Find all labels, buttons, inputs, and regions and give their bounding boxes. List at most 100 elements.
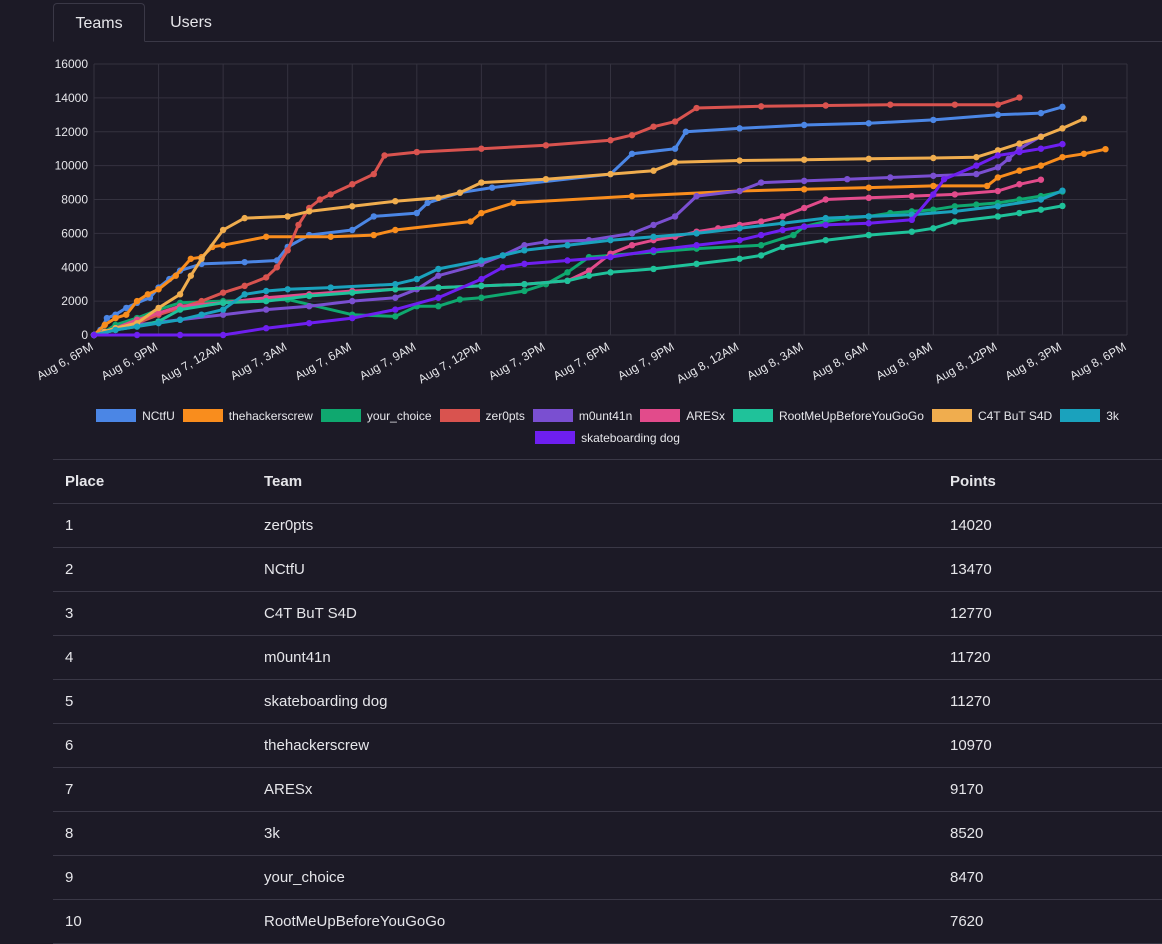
team-cell[interactable]: C4T BuT S4D — [252, 591, 938, 636]
legend-item[interactable]: NCtfU — [96, 408, 175, 423]
data-point — [392, 313, 399, 320]
data-point — [392, 286, 399, 293]
data-point — [650, 233, 657, 240]
data-point — [176, 316, 184, 323]
tab-teams[interactable]: Teams — [53, 3, 145, 42]
data-point — [241, 291, 248, 298]
data-point — [790, 231, 797, 239]
data-point — [994, 152, 1002, 159]
data-point — [779, 243, 786, 251]
points-cell: 13470 — [938, 547, 1162, 592]
data-point — [951, 203, 959, 210]
tab-users[interactable]: Users — [170, 14, 212, 31]
data-point — [994, 203, 1002, 210]
data-point — [607, 253, 614, 261]
y-tick-label: 14000 — [55, 91, 89, 105]
data-point — [306, 303, 313, 310]
data-point — [176, 331, 184, 339]
x-tick-label: Aug 8, 12AM — [674, 339, 741, 386]
legend-item[interactable]: C4T BuT S4D — [931, 408, 1052, 423]
y-tick-label: 6000 — [61, 226, 88, 240]
place-cell: 10 — [53, 899, 252, 944]
team-cell[interactable]: ARESx — [252, 767, 938, 812]
legend-item[interactable]: RootMeUpBeforeYouGoGo — [732, 408, 924, 423]
team-cell[interactable]: m0unt41n — [252, 635, 938, 680]
data-point — [994, 164, 1002, 171]
legend-item[interactable]: zer0pts — [439, 408, 525, 423]
data-point — [284, 247, 291, 254]
legend-item[interactable]: your_choice — [320, 408, 432, 423]
data-point — [650, 167, 657, 174]
legend-item[interactable]: skateboarding dog — [535, 430, 680, 445]
data-point — [607, 170, 614, 178]
table-row: 1 zer0pts 14020 — [53, 503, 1162, 548]
data-point — [671, 118, 679, 125]
table-row: 7 ARESx 9170 — [53, 767, 1162, 812]
data-point — [930, 116, 937, 124]
data-point — [521, 280, 528, 288]
data-point — [262, 233, 270, 240]
data-point — [284, 286, 291, 293]
data-point — [542, 238, 550, 246]
data-point — [736, 255, 743, 262]
data-point — [478, 275, 485, 283]
data-point — [1037, 109, 1045, 117]
data-point — [155, 319, 162, 327]
data-point — [757, 103, 765, 110]
legend-row: NCtfU thehackerscrew your_choice zer0pts m0u… — [53, 408, 1162, 430]
data-point — [865, 155, 872, 163]
data-point — [994, 213, 1002, 220]
team-cell[interactable]: 3k — [252, 811, 938, 856]
team-cell[interactable]: NCtfU — [252, 547, 938, 592]
data-point — [510, 199, 517, 207]
team-cell[interactable]: thehackerscrew — [252, 723, 938, 768]
y-tick-label: 0 — [81, 328, 88, 342]
data-point — [628, 230, 636, 237]
data-point — [822, 214, 829, 222]
points-cell: 11270 — [938, 679, 1162, 724]
chart-legend: NCtfU thehackerscrew your_choice zer0pts m0u… — [53, 408, 1162, 452]
data-point — [370, 231, 377, 239]
data-point — [693, 230, 700, 237]
data-point — [219, 299, 227, 307]
legend-label: thehackerscrew — [228, 408, 313, 423]
data-point — [112, 326, 119, 334]
data-point — [370, 213, 377, 220]
data-point — [1016, 94, 1023, 101]
data-point — [219, 331, 227, 339]
data-point — [241, 258, 248, 266]
legend-item[interactable]: 3k — [1060, 408, 1119, 423]
data-point — [994, 111, 1002, 119]
legend-item[interactable]: m0unt41n — [532, 408, 632, 423]
data-point — [1059, 187, 1066, 194]
team-cell[interactable]: zer0pts — [252, 503, 938, 548]
team-cell[interactable]: RootMeUpBeforeYouGoGo — [252, 899, 938, 944]
data-point — [327, 233, 334, 240]
legend-item[interactable]: ARESx — [640, 408, 725, 423]
data-point — [800, 156, 808, 163]
place-cell: 9 — [53, 855, 252, 900]
x-tick-label: Aug 7, 12AM — [158, 339, 225, 386]
data-point — [349, 297, 356, 305]
x-tick-label: Aug 7, 6AM — [292, 339, 353, 382]
data-point — [349, 226, 356, 234]
data-point — [413, 148, 421, 156]
data-point — [564, 277, 571, 284]
data-point — [994, 174, 1002, 181]
data-point — [155, 309, 162, 317]
team-cell[interactable]: your_choice — [252, 855, 938, 900]
team-cell[interactable]: skateboarding dog — [252, 679, 938, 724]
table-row: 4 m0unt41n 11720 — [53, 635, 1162, 680]
table-header-row: Place Team Points — [53, 459, 1162, 504]
data-point — [844, 175, 851, 183]
data-point — [908, 216, 915, 224]
data-point — [757, 179, 765, 186]
table-row: 2 NCtfU 13470 — [53, 547, 1162, 592]
legend-item[interactable]: thehackerscrew — [182, 408, 313, 423]
x-tick-label: Aug 8, 6AM — [809, 339, 870, 382]
legend-label: NCtfU — [142, 408, 175, 423]
legend-swatch — [1060, 409, 1101, 423]
data-point — [133, 331, 141, 339]
data-point — [1037, 206, 1045, 213]
data-point — [262, 306, 270, 313]
